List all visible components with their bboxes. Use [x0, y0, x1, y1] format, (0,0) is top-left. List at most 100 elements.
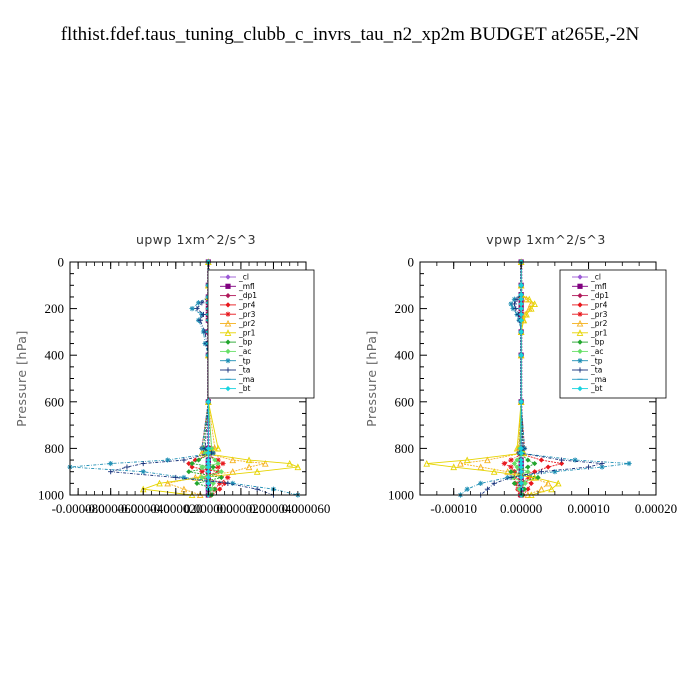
legend-label: _bp [590, 338, 605, 347]
legend-marker [225, 348, 231, 354]
series-point [514, 464, 520, 470]
y-tick-label: 200 [395, 301, 415, 316]
series-point [181, 474, 187, 481]
series-point [484, 456, 491, 464]
series-point [508, 301, 514, 307]
series-point [518, 306, 524, 312]
series-point [254, 486, 260, 492]
series-point [205, 457, 211, 463]
series-point [205, 480, 211, 486]
legend-label: _ta [238, 366, 250, 375]
series-point [205, 469, 211, 475]
legend: _cl_mfl_dp1_pr4_pr3_pr2_pr1_bp_ac_tp_ta_… [207, 269, 315, 399]
legend-label: _ma [238, 375, 255, 384]
series-point [205, 460, 211, 467]
series-point [189, 460, 195, 467]
legend-label: _mfl [590, 282, 607, 291]
series-point [225, 474, 231, 481]
series-point [253, 468, 261, 475]
series-point [215, 460, 221, 467]
legend-label: _cl [238, 273, 249, 282]
legend-label: _pr2 [238, 319, 256, 328]
series-point [491, 480, 497, 486]
series-point [626, 460, 632, 467]
series-point [525, 464, 531, 470]
series-point [518, 464, 524, 470]
x-tick-label: 0.00020 [635, 501, 677, 516]
series-point [518, 329, 524, 335]
legend-label: _bp [238, 338, 253, 347]
legend-box [207, 269, 315, 399]
series-point [544, 479, 552, 487]
x-tick-label: 0.00010 [567, 501, 609, 516]
panel-title: upwp 1xm^2/s^3 [136, 232, 256, 247]
legend-marker [577, 302, 583, 308]
series-point [525, 457, 531, 463]
series-point [212, 486, 218, 492]
legend-label: _bt [238, 384, 251, 393]
series-point [599, 464, 605, 470]
legend-label: _pr3 [590, 310, 608, 319]
series-point [217, 480, 223, 486]
series-point [518, 474, 524, 481]
series-point [508, 457, 514, 463]
legend: _cl_mfl_dp1_pr4_pr3_pr2_pr1_bp_ac_tp_ta_… [559, 269, 667, 399]
series-point [194, 480, 200, 486]
x-tick-label: -0.000040 [117, 501, 170, 516]
series-point [511, 480, 517, 486]
series-point [210, 464, 216, 470]
series-point [450, 463, 458, 471]
series-point [195, 300, 202, 306]
series-point [212, 457, 218, 463]
legend-label: _bt [590, 384, 603, 393]
x-tick-label: 0.000020 [217, 501, 266, 516]
series-point [518, 311, 524, 318]
series-point [531, 300, 538, 307]
series-point [518, 450, 524, 456]
panel-vpwp: 0 200 400 600 800 1000 -0.00010 0.00000 0.00010 0… [364, 232, 677, 516]
series-point [535, 474, 541, 481]
series-point [525, 469, 531, 475]
series-point [484, 486, 491, 492]
y-tick-label: 600 [395, 394, 415, 409]
series-point [181, 457, 187, 463]
x-tick-label: -0.00010 [430, 501, 477, 516]
series-point [508, 469, 514, 475]
series-point [199, 469, 205, 475]
legend-marker [577, 339, 583, 345]
legend-marker [225, 302, 231, 308]
series-point [490, 468, 498, 475]
y-tick-label: 400 [395, 348, 415, 363]
series-point [532, 469, 538, 475]
series-point [559, 460, 565, 467]
series-point [210, 480, 216, 486]
legend-label: _pr4 [590, 301, 608, 310]
series-point [518, 457, 524, 463]
series-point [552, 469, 558, 475]
series-point [199, 474, 205, 481]
series-point [518, 301, 524, 307]
legend-label: _mfl [238, 282, 255, 291]
series-point [501, 460, 507, 467]
series-point [518, 480, 524, 486]
y-tick-label: 200 [45, 301, 65, 316]
series-point [195, 457, 202, 463]
x-tick-label: 0.000000 [184, 501, 233, 516]
y-tick-label: 600 [45, 394, 65, 409]
legend-marker [225, 386, 231, 392]
legend-marker [225, 339, 231, 345]
series-point [508, 464, 514, 470]
series-point [215, 457, 221, 463]
series-point [199, 464, 205, 470]
series-line-pr1 [426, 262, 560, 496]
series-point [261, 459, 269, 467]
series-point [189, 306, 195, 312]
series-point [209, 445, 215, 451]
series-point [518, 292, 524, 298]
series-point [526, 474, 532, 481]
series-point [585, 464, 592, 470]
series-point [525, 486, 531, 492]
series-line-tp [69, 262, 298, 496]
panel-upwp: 02004006008001000-0.000080-0.000060-0.00… [14, 232, 330, 516]
series-point [538, 457, 544, 463]
